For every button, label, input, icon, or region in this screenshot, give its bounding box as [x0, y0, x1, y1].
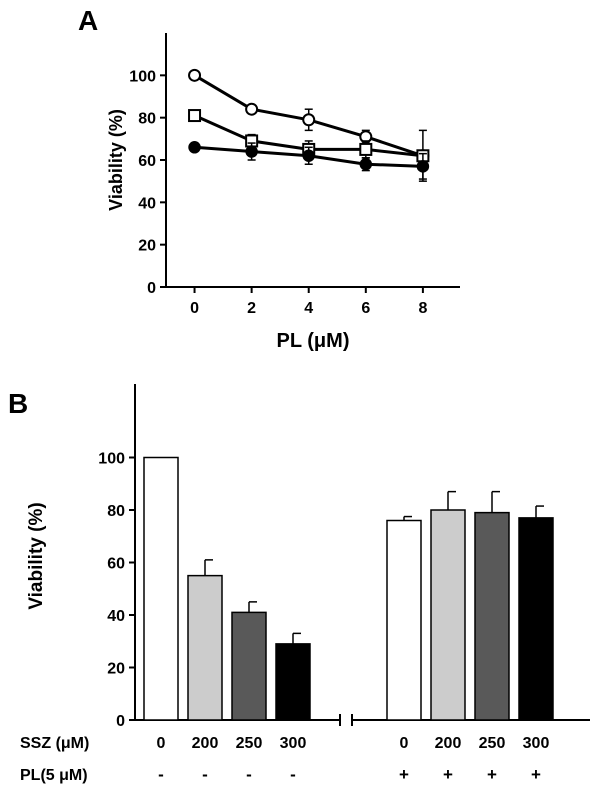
b-bar: [187, 574, 223, 721]
b-y-axis-title: Viability (%): [26, 502, 47, 609]
a-data-point-square: [188, 109, 202, 123]
b-row-label-ssz: SSZ (μM): [20, 735, 89, 752]
b-y-tick-label: 100: [98, 451, 125, 468]
b-y-tick-label: 80: [107, 503, 125, 520]
b-pl-sign: +: [487, 765, 497, 784]
b-bar: [430, 509, 466, 721]
b-ssz-value-label: 250: [479, 735, 506, 752]
a-data-point-open: [302, 113, 316, 127]
a-data-point-open: [188, 68, 202, 82]
a-y-tick-label: 40: [138, 195, 156, 212]
b-pl-sign: +: [531, 765, 541, 784]
a-y-tick-label: 60: [138, 153, 156, 170]
a-x-tick-label: 4: [304, 300, 313, 317]
b-ssz-value-label: 0: [400, 735, 409, 752]
b-bar: [474, 511, 510, 721]
b-bar: [231, 611, 267, 721]
b-pl-sign: +: [443, 765, 453, 784]
b-bar: [386, 519, 422, 721]
b-ssz-value-label: 200: [192, 735, 219, 752]
b-y-tick-label: 0: [116, 713, 125, 730]
a-x-tick-label: 0: [190, 300, 199, 317]
a-data-point-filled: [416, 160, 430, 173]
b-pl-sign: -: [290, 765, 296, 784]
panel-label-a: A: [78, 5, 98, 36]
a-x-axis-title: PL (μM): [277, 330, 350, 352]
a-y-tick-label: 20: [138, 238, 156, 255]
b-ssz-value-label: 200: [435, 735, 462, 752]
b-y-tick-label: 40: [107, 608, 125, 625]
b-ssz-value-label: 0: [157, 735, 166, 752]
a-y-axis-title: Viability (%): [106, 109, 126, 211]
a-x-tick-label: 2: [247, 300, 256, 317]
b-y-tick-label: 60: [107, 556, 125, 573]
b-bar: [275, 643, 311, 721]
a-y-tick-label: 80: [138, 111, 156, 128]
a-data-point-filled: [359, 157, 373, 171]
a-data-point-open: [245, 102, 259, 116]
b-pl-sign: -: [202, 765, 208, 784]
a-y-tick-label: 100: [129, 68, 156, 85]
a-data-point-filled: [302, 149, 315, 163]
b-bar: [518, 517, 554, 721]
a-x-tick-label: 6: [361, 300, 370, 317]
a-data-point-square: [359, 142, 373, 156]
panel-label-b: B: [8, 388, 28, 419]
b-pl-sign: -: [246, 765, 252, 784]
a-data-point-filled: [188, 141, 201, 154]
b-pl-sign: -: [158, 765, 164, 784]
a-data-point-filled: [245, 145, 258, 158]
b-ssz-value-label: 300: [523, 735, 550, 752]
b-ssz-value-label: 250: [236, 735, 263, 752]
a-x-tick-label: 8: [418, 300, 427, 317]
a-y-tick-label: 0: [147, 280, 156, 297]
b-pl-sign: +: [399, 765, 409, 784]
b-ssz-value-label: 300: [280, 735, 307, 752]
b-bar: [143, 456, 179, 721]
b-y-tick-label: 20: [107, 661, 125, 678]
b-row-label-pl: PL(5 μM): [20, 767, 88, 784]
